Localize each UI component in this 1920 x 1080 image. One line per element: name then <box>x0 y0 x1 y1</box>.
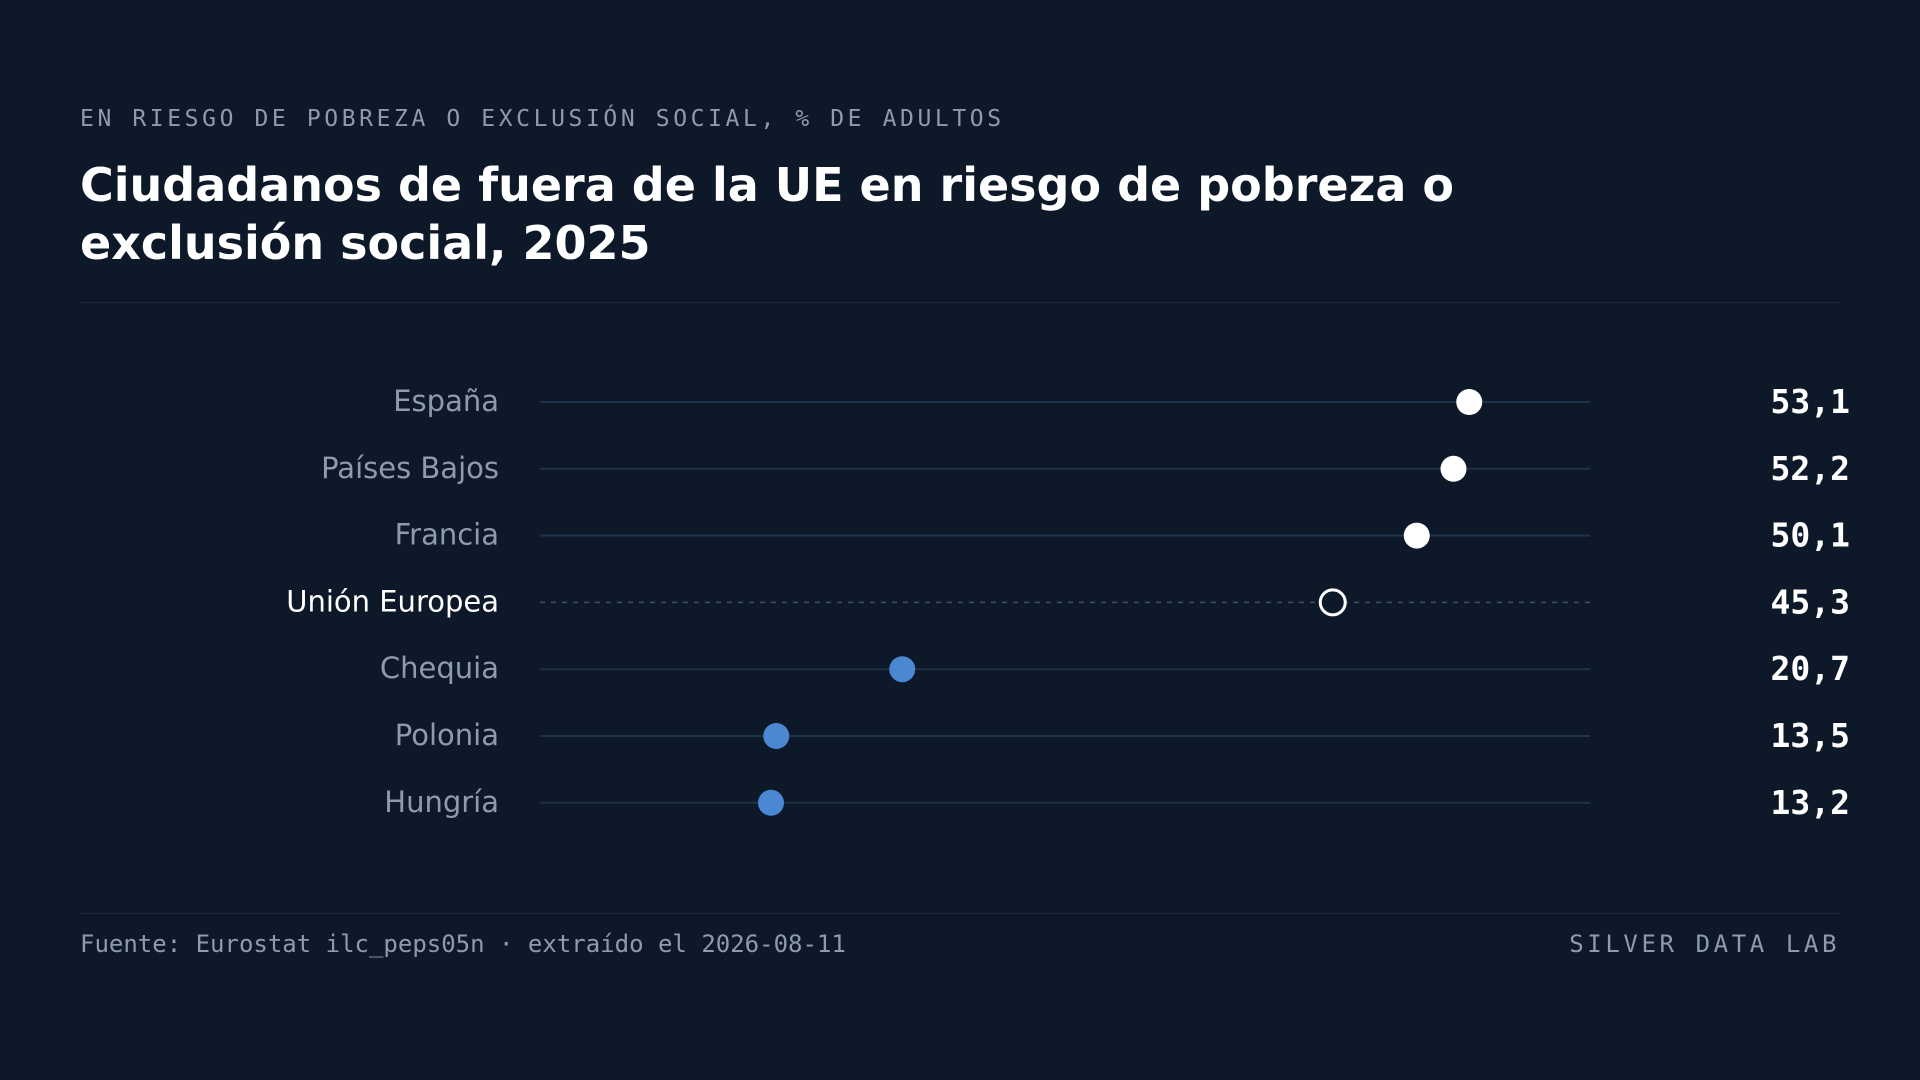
category-label: Polonia <box>395 718 499 752</box>
value-label: 13,2 <box>1771 783 1850 822</box>
category-label: Hungría <box>384 785 499 819</box>
value-label: 50,1 <box>1771 516 1850 555</box>
data-dot <box>758 789 784 816</box>
value-label: 53,1 <box>1771 382 1850 421</box>
value-label: 20,7 <box>1771 649 1850 688</box>
data-dot <box>1440 455 1467 482</box>
category-label: Unión Europea <box>286 584 499 618</box>
chart-kicker: EN RIESGO DE POBREZA O EXCLUSIÓN SOCIAL,… <box>80 106 1005 132</box>
data-dot <box>1456 389 1483 415</box>
source-note: Fuente: Eurostat ilc_peps05n · extraído … <box>80 930 846 958</box>
data-dot <box>1403 522 1430 549</box>
data-dot <box>763 723 790 749</box>
bottom-divider <box>80 913 1840 914</box>
value-label: 45,3 <box>1771 582 1850 621</box>
value-label: 13,5 <box>1771 716 1850 755</box>
category-label: España <box>393 384 499 418</box>
brand-name: SILVER DATA LAB <box>1569 930 1840 958</box>
category-label: Francia <box>395 518 499 552</box>
chart-title: Ciudadanos de fuera de la UE en riesgo d… <box>80 158 1455 270</box>
category-label: Chequia <box>380 651 499 685</box>
reference-dot <box>1318 588 1347 617</box>
data-dot <box>889 656 916 683</box>
category-label: Países Bajos <box>321 451 499 485</box>
value-label: 52,2 <box>1771 449 1850 488</box>
top-divider <box>80 302 1840 303</box>
